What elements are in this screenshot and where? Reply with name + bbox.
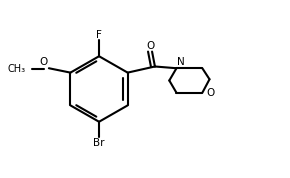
Text: O: O <box>146 41 154 51</box>
Text: O: O <box>40 57 48 67</box>
Text: F: F <box>96 30 102 40</box>
Text: O: O <box>207 88 215 98</box>
Text: CH₃: CH₃ <box>8 64 26 74</box>
Text: Br: Br <box>93 138 105 148</box>
Text: N: N <box>177 57 185 67</box>
